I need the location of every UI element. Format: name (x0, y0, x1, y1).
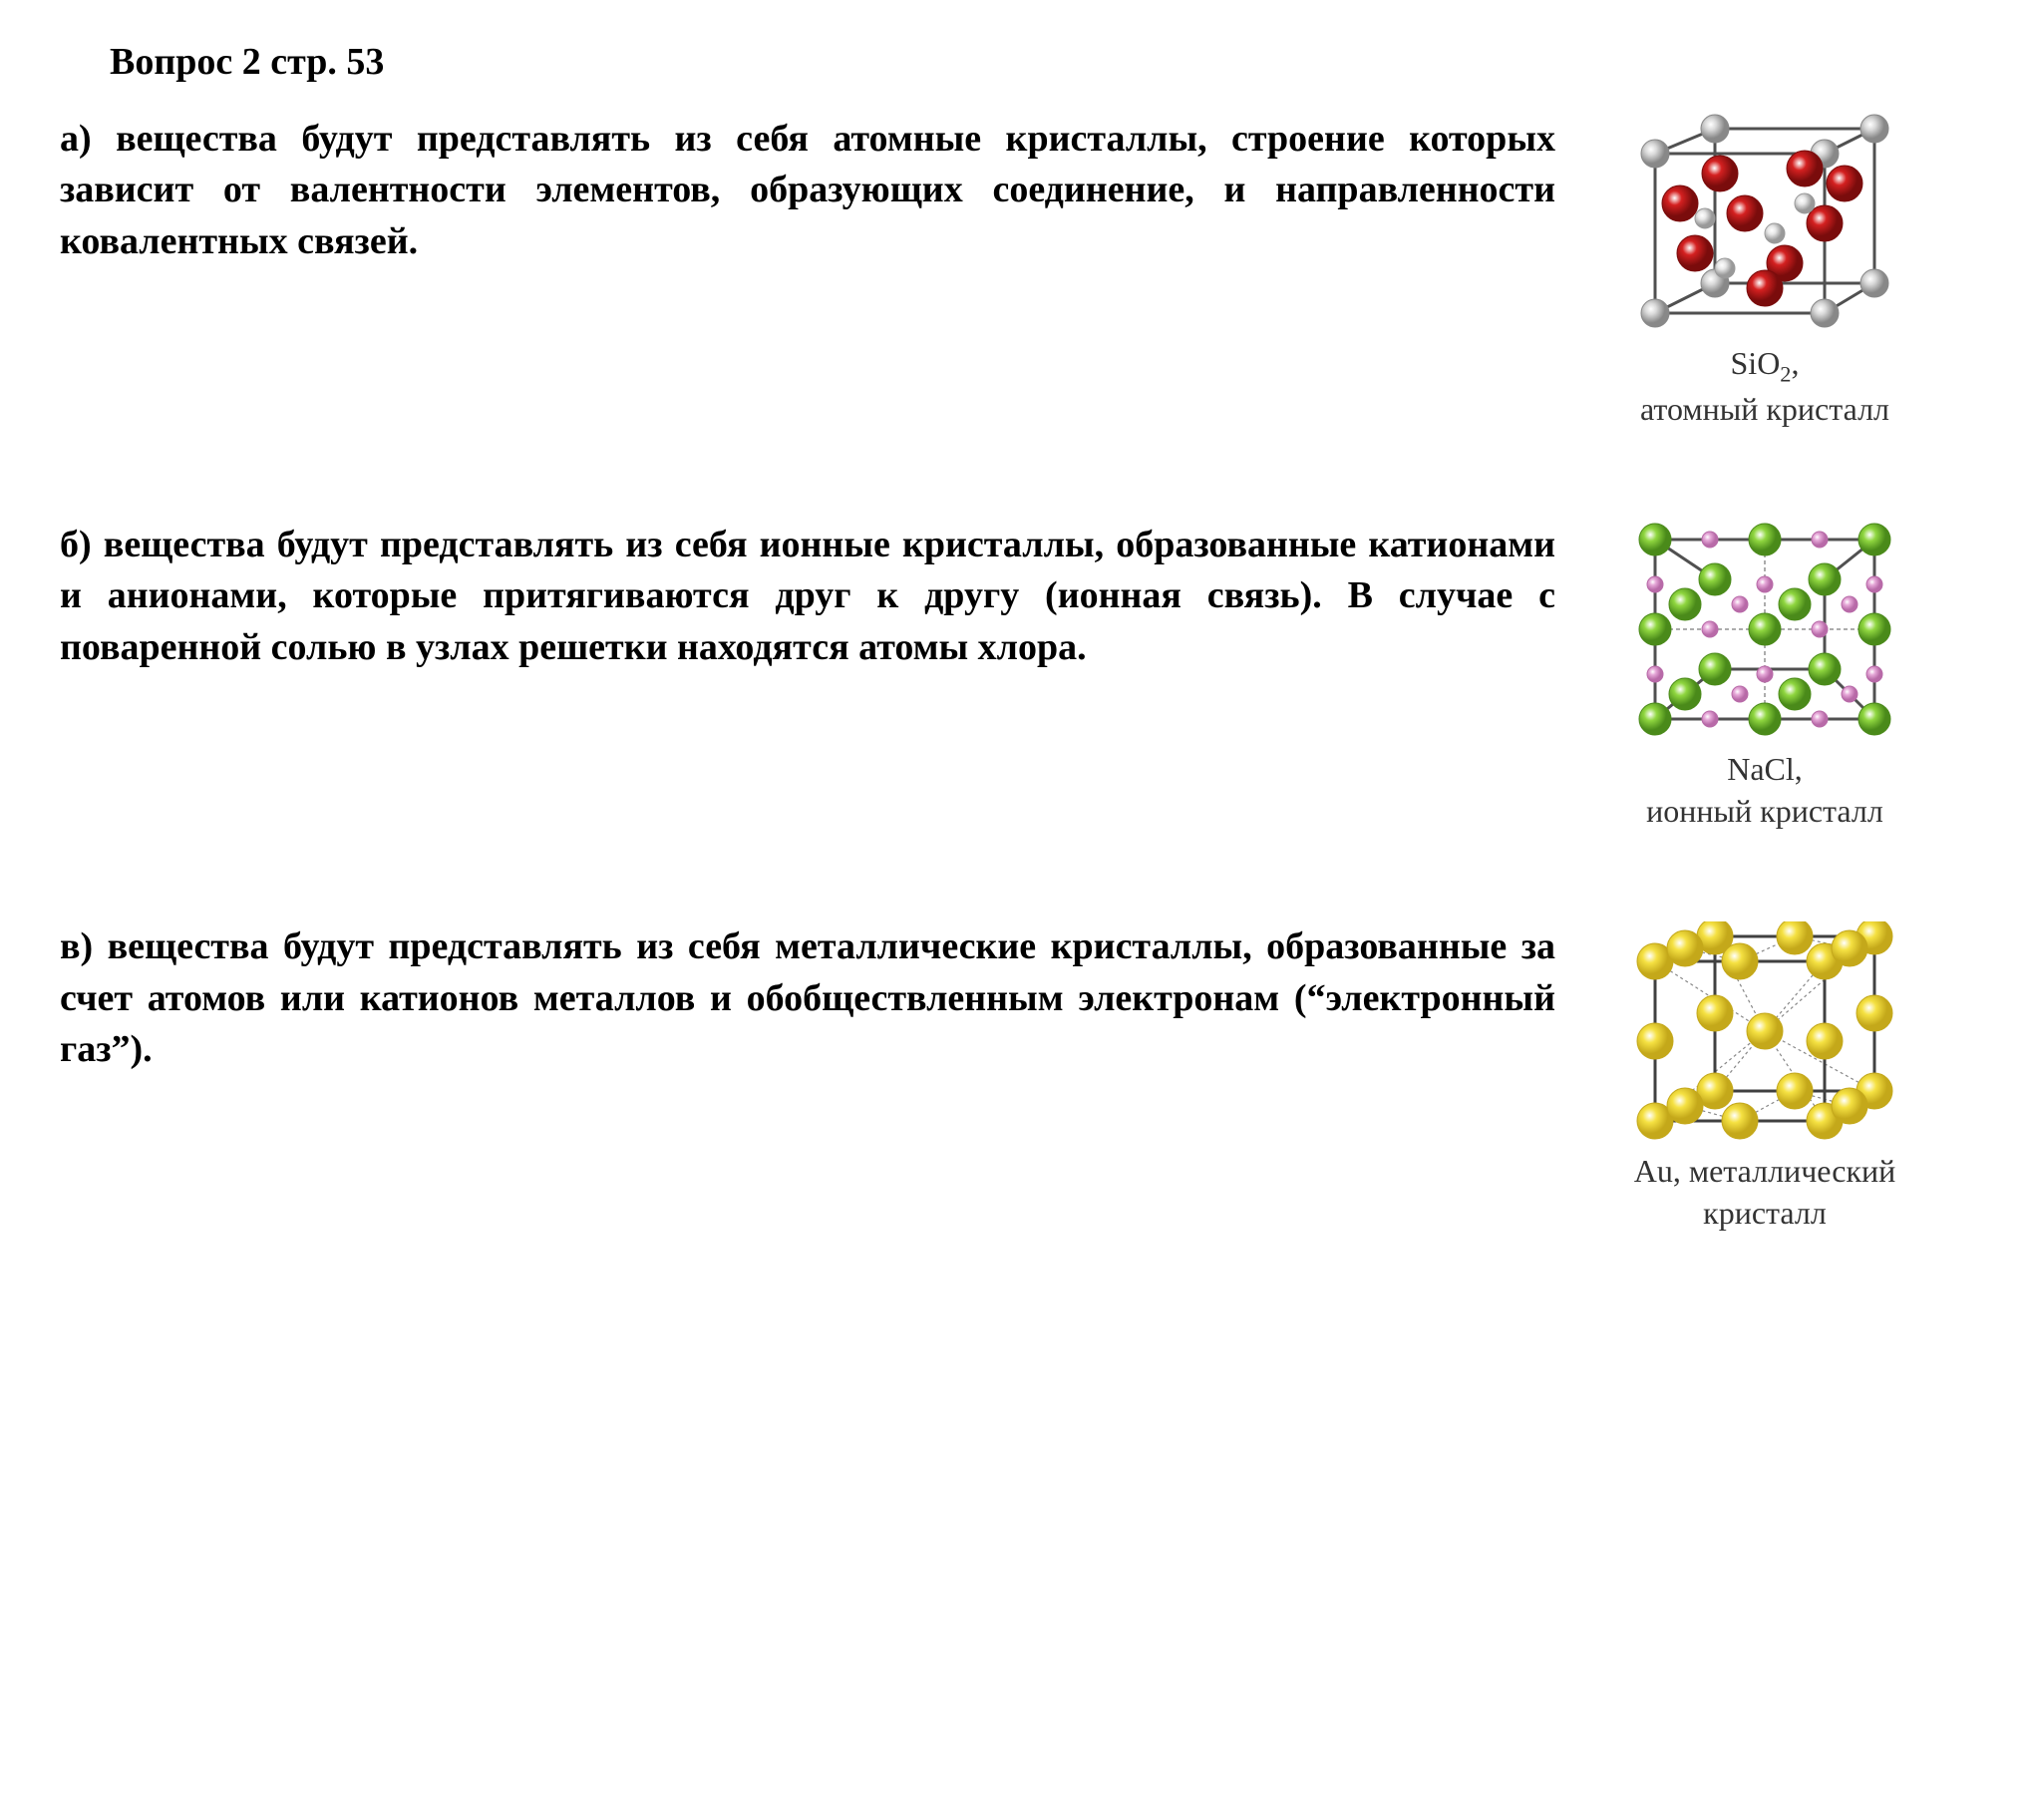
section-b: б) вещества будут представлять из себя и… (60, 520, 1965, 832)
formula-a-base: SiO (1731, 345, 1781, 381)
section-c: в) вещества будут представлять из себя м… (60, 921, 1965, 1234)
caption-a-line2: атомный кристалл (1640, 391, 1889, 427)
figure-atomic-crystal: SiO2, атомный кристалл (1595, 114, 1934, 430)
caption-a: SiO2, атомный кристалл (1595, 343, 1934, 430)
section-c-text: в) вещества будут представлять из себя м… (60, 921, 1555, 1075)
figure-metallic-crystal: Au, металлический кристалл (1595, 921, 1934, 1234)
ionic-crystal-icon (1625, 520, 1904, 739)
caption-b: NaCl, ионный кристалл (1595, 749, 1934, 832)
metallic-crystal-icon (1625, 921, 1904, 1141)
figure-ionic-crystal: NaCl, ионный кристалл (1595, 520, 1934, 832)
section-a-text: а) вещества будут представлять из себя а… (60, 114, 1555, 267)
formula-b: NaCl, (1727, 751, 1803, 787)
formula-c: Au, металлический (1634, 1153, 1896, 1189)
formula-a-sub: 2 (1780, 361, 1791, 386)
caption-c-line2: кристалл (1703, 1195, 1827, 1231)
section-b-text: б) вещества будут представлять из себя и… (60, 520, 1555, 673)
atomic-crystal-icon (1625, 114, 1904, 333)
section-a: а) вещества будут представлять из себя а… (60, 114, 1965, 430)
formula-a-tail: , (1792, 345, 1800, 381)
caption-b-line2: ионный кристалл (1646, 793, 1883, 829)
caption-c: Au, металлический кристалл (1595, 1151, 1934, 1234)
page-title: Вопрос 2 стр. 53 (110, 40, 1965, 84)
